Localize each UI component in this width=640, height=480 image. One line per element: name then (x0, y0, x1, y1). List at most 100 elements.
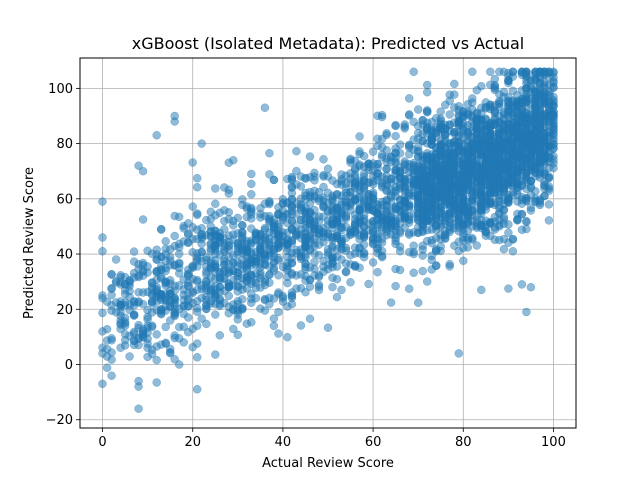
scatter-point (319, 212, 328, 221)
scatter-point (422, 148, 432, 158)
scatter-point (463, 99, 473, 109)
scatter-point (202, 255, 211, 265)
scatter-point (450, 79, 459, 89)
scatter-point (382, 222, 391, 232)
scatter-point (229, 221, 238, 230)
scatter-point (179, 224, 188, 233)
scatter-point (314, 280, 324, 290)
scatter-point (499, 244, 509, 254)
scatter-point (197, 293, 206, 303)
scatter-point (377, 197, 387, 207)
scatter-point (477, 209, 486, 218)
scatter-point (296, 215, 306, 225)
scatter-point (134, 271, 143, 281)
scatter-point (197, 314, 206, 323)
scatter-point (111, 255, 121, 264)
scatter-point (540, 191, 549, 201)
scatter-point (549, 73, 558, 82)
scatter-point (233, 244, 243, 253)
scatter-point (355, 243, 364, 253)
scatter-point (418, 227, 427, 237)
scatter-point (98, 197, 107, 206)
scatter-point (522, 168, 531, 178)
scatter-point (386, 298, 396, 307)
scatter-point (526, 108, 536, 118)
scatter-point (418, 129, 427, 138)
scatter-point (211, 184, 220, 193)
scatter-point (472, 195, 482, 205)
scatter-point (188, 324, 197, 334)
scatter-point (540, 144, 549, 154)
scatter-point (450, 137, 459, 146)
scatter-point (445, 262, 454, 271)
scatter-point (355, 160, 364, 169)
scatter-point (192, 353, 202, 362)
scatter-point (499, 205, 509, 215)
scatter-point (522, 125, 531, 134)
scatter-point (301, 264, 310, 274)
scatter-point (431, 246, 441, 256)
scatter-point (265, 148, 274, 158)
scatter-point (120, 336, 130, 345)
scatter-point (454, 188, 464, 198)
scatter-point (287, 253, 297, 263)
scatter-point (319, 203, 328, 212)
scatter-point (170, 231, 179, 241)
scatter-point (260, 249, 270, 258)
scatter-point (152, 378, 161, 387)
x-tick-label: 40 (275, 435, 292, 450)
scatter-point (211, 350, 220, 359)
scatter-point (549, 83, 558, 93)
scatter-point (174, 281, 184, 290)
scatter-point (120, 319, 130, 328)
scatter-point (292, 146, 301, 156)
scatter-point (463, 226, 473, 236)
scatter-point (522, 184, 531, 194)
scatter-point (504, 284, 513, 293)
plot-frame (79, 57, 577, 429)
scatter-point (134, 161, 143, 170)
scatter-point (377, 142, 387, 152)
scatter-point (319, 155, 328, 164)
scatter-point (269, 175, 279, 185)
scatter-point (526, 206, 536, 215)
scatter-point (188, 262, 197, 271)
scatter-point (192, 255, 202, 264)
scatter-point (292, 284, 301, 293)
scatter-point (107, 334, 116, 343)
scatter-point (495, 173, 504, 182)
scatter-point (355, 147, 364, 156)
scatter-point (174, 243, 184, 252)
scatter-point (134, 376, 143, 386)
scatter-point (206, 272, 216, 282)
scatter-point (440, 147, 450, 157)
scatter-point (486, 67, 495, 77)
scatter-point (522, 224, 531, 234)
scatter-point (156, 291, 166, 300)
scatter-point (504, 97, 513, 107)
scatter-point (179, 290, 188, 300)
scatter-point (368, 239, 378, 248)
scatter-point (314, 194, 324, 203)
scatter-point (183, 301, 193, 311)
x-tick-label: 20 (184, 435, 201, 450)
scatter-point (296, 202, 306, 211)
scatter-point (265, 270, 274, 280)
scatter-point (310, 176, 319, 185)
scatter-point (188, 288, 197, 298)
scatter-point (129, 257, 139, 266)
scatter-point (368, 190, 378, 200)
scatter-point (328, 197, 337, 206)
y-tick-label: 20 (56, 303, 73, 318)
scatter-point (251, 229, 261, 238)
scatter-point (332, 274, 342, 284)
scatter-point (472, 86, 482, 95)
scatter-point (265, 299, 274, 309)
scatter-point (468, 235, 477, 244)
scatter-point (323, 188, 333, 198)
scatter-point (531, 168, 540, 177)
y-tick-label: 40 (56, 248, 73, 263)
scatter-point (125, 275, 134, 285)
scatter-point (233, 262, 243, 271)
scatter-point (373, 160, 382, 169)
